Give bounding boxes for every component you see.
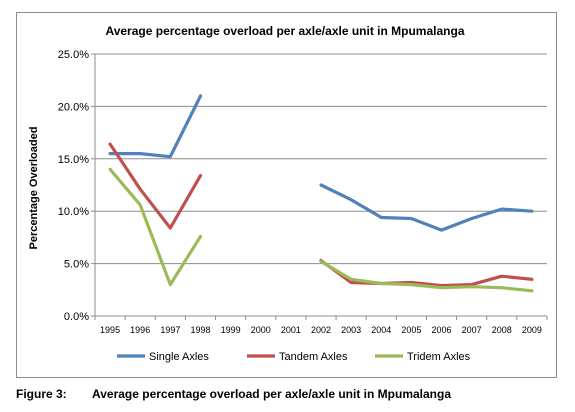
series-line-single-axles	[108, 94, 534, 232]
x-tick-label: 2005	[401, 325, 421, 335]
x-tick-label: 2001	[281, 325, 301, 335]
x-tick-label: 1998	[190, 325, 210, 335]
x-tick-label: 1997	[160, 325, 180, 335]
y-tick-label: 5.0%	[64, 259, 89, 271]
axes: 0.0% 5.0% 10.0% 15.0% 20.0% 25.0% 1995 1996 1997…	[58, 49, 548, 335]
legend: Single Axles Tandem Axles Tridem Axles	[117, 351, 471, 363]
x-tick-label: 2004	[371, 325, 391, 335]
legend-label: Single Axles	[149, 351, 209, 363]
y-tick-label: 25.0%	[58, 49, 89, 61]
legend-item-single-axles: Single Axles	[117, 351, 209, 363]
gridlines	[95, 53, 547, 265]
y-tick-label: 0.0%	[64, 311, 89, 323]
x-tick-label: 2000	[251, 325, 271, 335]
x-tick-label: 1996	[130, 325, 150, 335]
y-axis-label: Percentage Overloaded	[28, 127, 40, 250]
legend-item-tandem-axles: Tandem Axles	[247, 351, 348, 363]
figure-caption-text: Average percentage overload per axle/axl…	[92, 387, 452, 401]
chart-frame: Average percentage overload per axle/axl…	[16, 12, 557, 378]
chart-title: Average percentage overload per axle/axl…	[105, 24, 464, 38]
y-tick-label: 15.0%	[58, 154, 89, 166]
figure-caption-label: Figure 3:	[16, 387, 67, 401]
line-chart: Average percentage overload per axle/axl…	[28, 24, 548, 363]
legend-label: Tandem Axles	[279, 351, 348, 363]
x-tick-label: 2006	[432, 325, 452, 335]
x-tick-label: 2008	[492, 325, 512, 335]
series-lines	[108, 94, 534, 293]
y-tick-label: 10.0%	[58, 206, 89, 218]
series-line-tandem-axles	[108, 142, 534, 288]
series-line-tridem-axles	[108, 167, 534, 293]
y-tick-label: 20.0%	[58, 101, 89, 113]
x-tick-label: 2007	[462, 325, 482, 335]
x-tick-label: 2009	[522, 325, 542, 335]
legend-item-tridem-axles: Tridem Axles	[375, 351, 471, 363]
x-tick-label: 2003	[341, 325, 361, 335]
x-tick-label: 2002	[311, 325, 331, 335]
x-tick-label: 1999	[221, 325, 241, 335]
legend-label: Tridem Axles	[407, 351, 471, 363]
x-tick-label: 1995	[100, 325, 120, 335]
figure-caption: Figure 3: Average percentage overload pe…	[16, 384, 561, 406]
